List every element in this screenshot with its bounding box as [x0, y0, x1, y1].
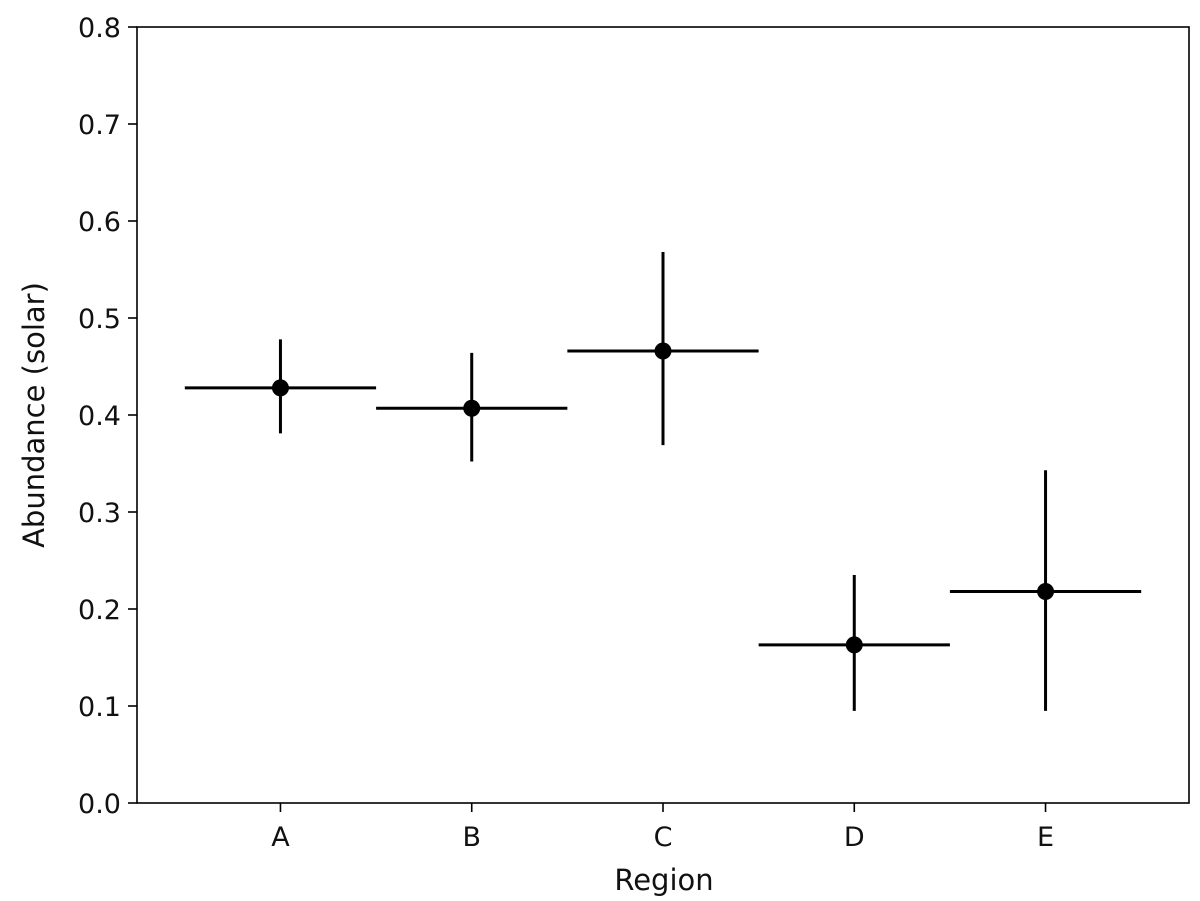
y-tick-label: 0.5 — [78, 304, 121, 335]
y-tick-label: 0.1 — [78, 692, 121, 723]
y-tick-label: 0.0 — [78, 789, 121, 820]
x-axis: A B C D E — [271, 803, 1054, 853]
data-point — [654, 342, 672, 360]
y-tick-label: 0.8 — [78, 13, 121, 44]
x-tick-label: B — [462, 822, 481, 853]
x-tick-label: C — [654, 822, 673, 853]
y-tick-label: 0.2 — [78, 595, 121, 626]
data-point — [1037, 583, 1055, 601]
y-axis: 0.0 0.1 0.2 0.3 0.4 0.5 0.6 0.7 0.8 — [78, 13, 137, 820]
y-tick-label: 0.3 — [78, 498, 121, 529]
data-marks — [184, 252, 1142, 711]
x-tick-label: E — [1037, 822, 1054, 853]
y-tick-label: 0.4 — [78, 401, 121, 432]
x-axis-label: Region — [614, 863, 713, 897]
y-tick-label: 0.6 — [78, 207, 121, 238]
data-point — [463, 399, 481, 417]
data-point — [271, 379, 289, 397]
x-tick-label: A — [271, 822, 290, 853]
y-tick-label: 0.7 — [78, 110, 121, 141]
y-axis-label: Abundance (solar) — [17, 282, 51, 548]
data-point — [845, 636, 863, 654]
x-tick-label: D — [844, 822, 865, 853]
